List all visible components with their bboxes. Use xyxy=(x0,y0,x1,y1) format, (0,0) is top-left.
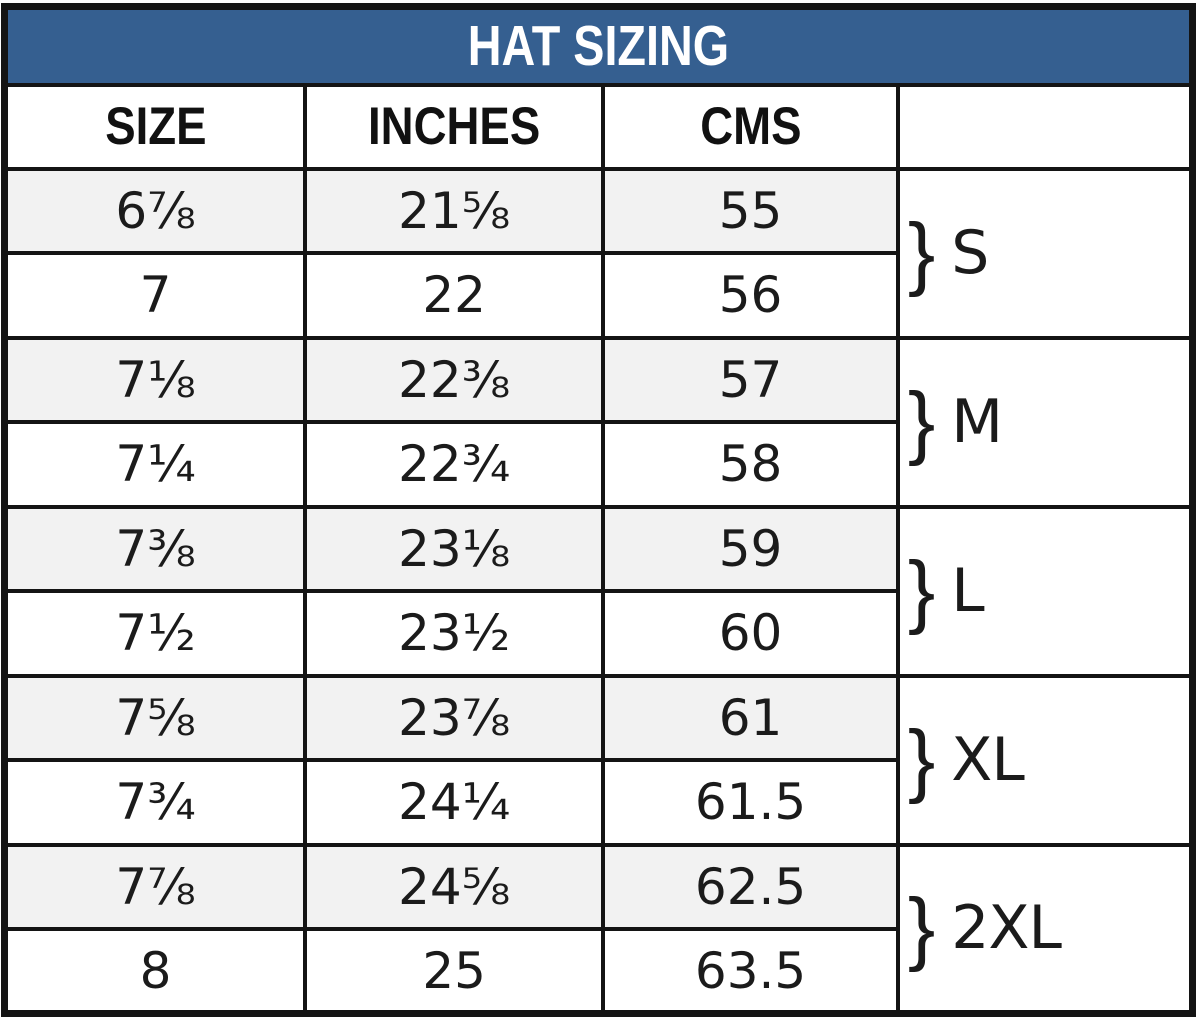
size-cell: 7⅜ xyxy=(2,504,308,593)
size-cell: 7½ xyxy=(2,589,308,678)
size-group-cell: } L xyxy=(895,504,1195,678)
brace-glyph: } xyxy=(907,545,936,636)
inches-cell: 21⅝ xyxy=(303,166,606,255)
table-row: 7¾ 24¼ 61.5 xyxy=(2,758,1193,847)
table-row: 7⅛ 22⅜ 57} M xyxy=(2,335,1195,509)
table-row: 7⅜ 23⅛ 59} L xyxy=(2,504,1195,678)
cms-cell: 59 xyxy=(601,504,900,593)
inches-cell: 22⅜ xyxy=(303,335,606,424)
size-group-cell: } 2XL xyxy=(895,842,1195,1016)
cms-cell: 58 xyxy=(601,420,900,509)
inches-cell: 24¼ xyxy=(303,758,606,847)
size-group-content: } XL xyxy=(908,719,1189,801)
title-row: HAT SIZING xyxy=(2,4,1195,87)
column-header-inches: INCHES xyxy=(303,82,606,171)
hat-sizing-table: HAT SIZING SIZE INCHES CMS 6⅞ 21⅝ 55} S 7 22 5… xyxy=(1,3,1196,1017)
size-cell: 7⅞ xyxy=(2,842,308,931)
size-group-label: M xyxy=(951,387,1003,457)
brace-glyph: } xyxy=(907,207,936,298)
size-group-cell: } S xyxy=(895,166,1195,340)
table-row: 7⅞ 24⅝ 62.5} 2XL xyxy=(2,842,1195,1016)
table-row: 6⅞ 21⅝ 55} S xyxy=(2,166,1195,340)
size-cell: 7 xyxy=(2,251,308,340)
table-row: 7¼ 22¾ 58 xyxy=(2,420,1193,509)
brace-glyph: } xyxy=(907,882,936,974)
column-header-group xyxy=(895,82,1195,171)
size-cell: 6⅞ xyxy=(2,166,308,255)
size-group-label: 2XL xyxy=(951,893,1062,964)
inches-cell: 23½ xyxy=(303,589,606,678)
size-cell: 7⅛ xyxy=(2,335,308,424)
cms-cell: 60 xyxy=(601,589,900,678)
size-group-label: L xyxy=(951,556,984,626)
size-group-label: S xyxy=(951,218,989,288)
table-row: 7⅝ 23⅞ 61} XL xyxy=(2,673,1195,847)
size-cell: 7¼ xyxy=(2,420,308,509)
cms-cell: 57 xyxy=(601,335,900,424)
size-group-content: } S xyxy=(908,212,1189,294)
column-header-size: SIZE xyxy=(2,82,308,171)
inches-cell: 25 xyxy=(303,927,606,1016)
size-cell: 8 xyxy=(2,927,308,1016)
table-row: 8 25 63.5 xyxy=(2,927,1193,1016)
inches-cell: 23⅛ xyxy=(303,504,606,593)
inches-cell: 23⅞ xyxy=(303,673,606,762)
cms-cell: 55 xyxy=(601,166,900,255)
brace-glyph: } xyxy=(907,714,936,805)
cms-cell: 61 xyxy=(601,673,900,762)
column-header-row: SIZE INCHES CMS xyxy=(2,82,1195,171)
size-cell: 7¾ xyxy=(2,758,308,847)
size-group-content: } L xyxy=(908,550,1189,632)
cms-cell: 56 xyxy=(601,251,900,340)
table-row: 7½ 23½ 60 xyxy=(2,589,1193,678)
inches-cell: 24⅝ xyxy=(303,842,606,931)
size-group-cell: } XL xyxy=(895,673,1195,847)
size-group-content: } M xyxy=(908,381,1189,463)
brace-glyph: } xyxy=(907,376,936,467)
inches-cell: 22¾ xyxy=(303,420,606,509)
cms-cell: 61.5 xyxy=(601,758,900,847)
table-row: 7 22 56 xyxy=(2,251,1193,340)
size-group-cell: } M xyxy=(895,335,1195,509)
size-group-label: XL xyxy=(951,725,1025,795)
page-title: HAT SIZING xyxy=(467,14,730,79)
cms-cell: 63.5 xyxy=(601,927,900,1016)
cms-cell: 62.5 xyxy=(601,842,900,931)
inches-cell: 22 xyxy=(303,251,606,340)
size-group-content: } 2XL xyxy=(908,887,1189,969)
table-title-cell: HAT SIZING xyxy=(2,4,1195,87)
size-cell: 7⅝ xyxy=(2,673,308,762)
column-header-cms: CMS xyxy=(601,82,900,171)
table-body: 6⅞ 21⅝ 55} S 7 22 56 7⅛ 22⅜ 57} M 7¼ 22¾ 58 7⅜ 23⅛ 59} L 7… xyxy=(2,166,1195,1016)
